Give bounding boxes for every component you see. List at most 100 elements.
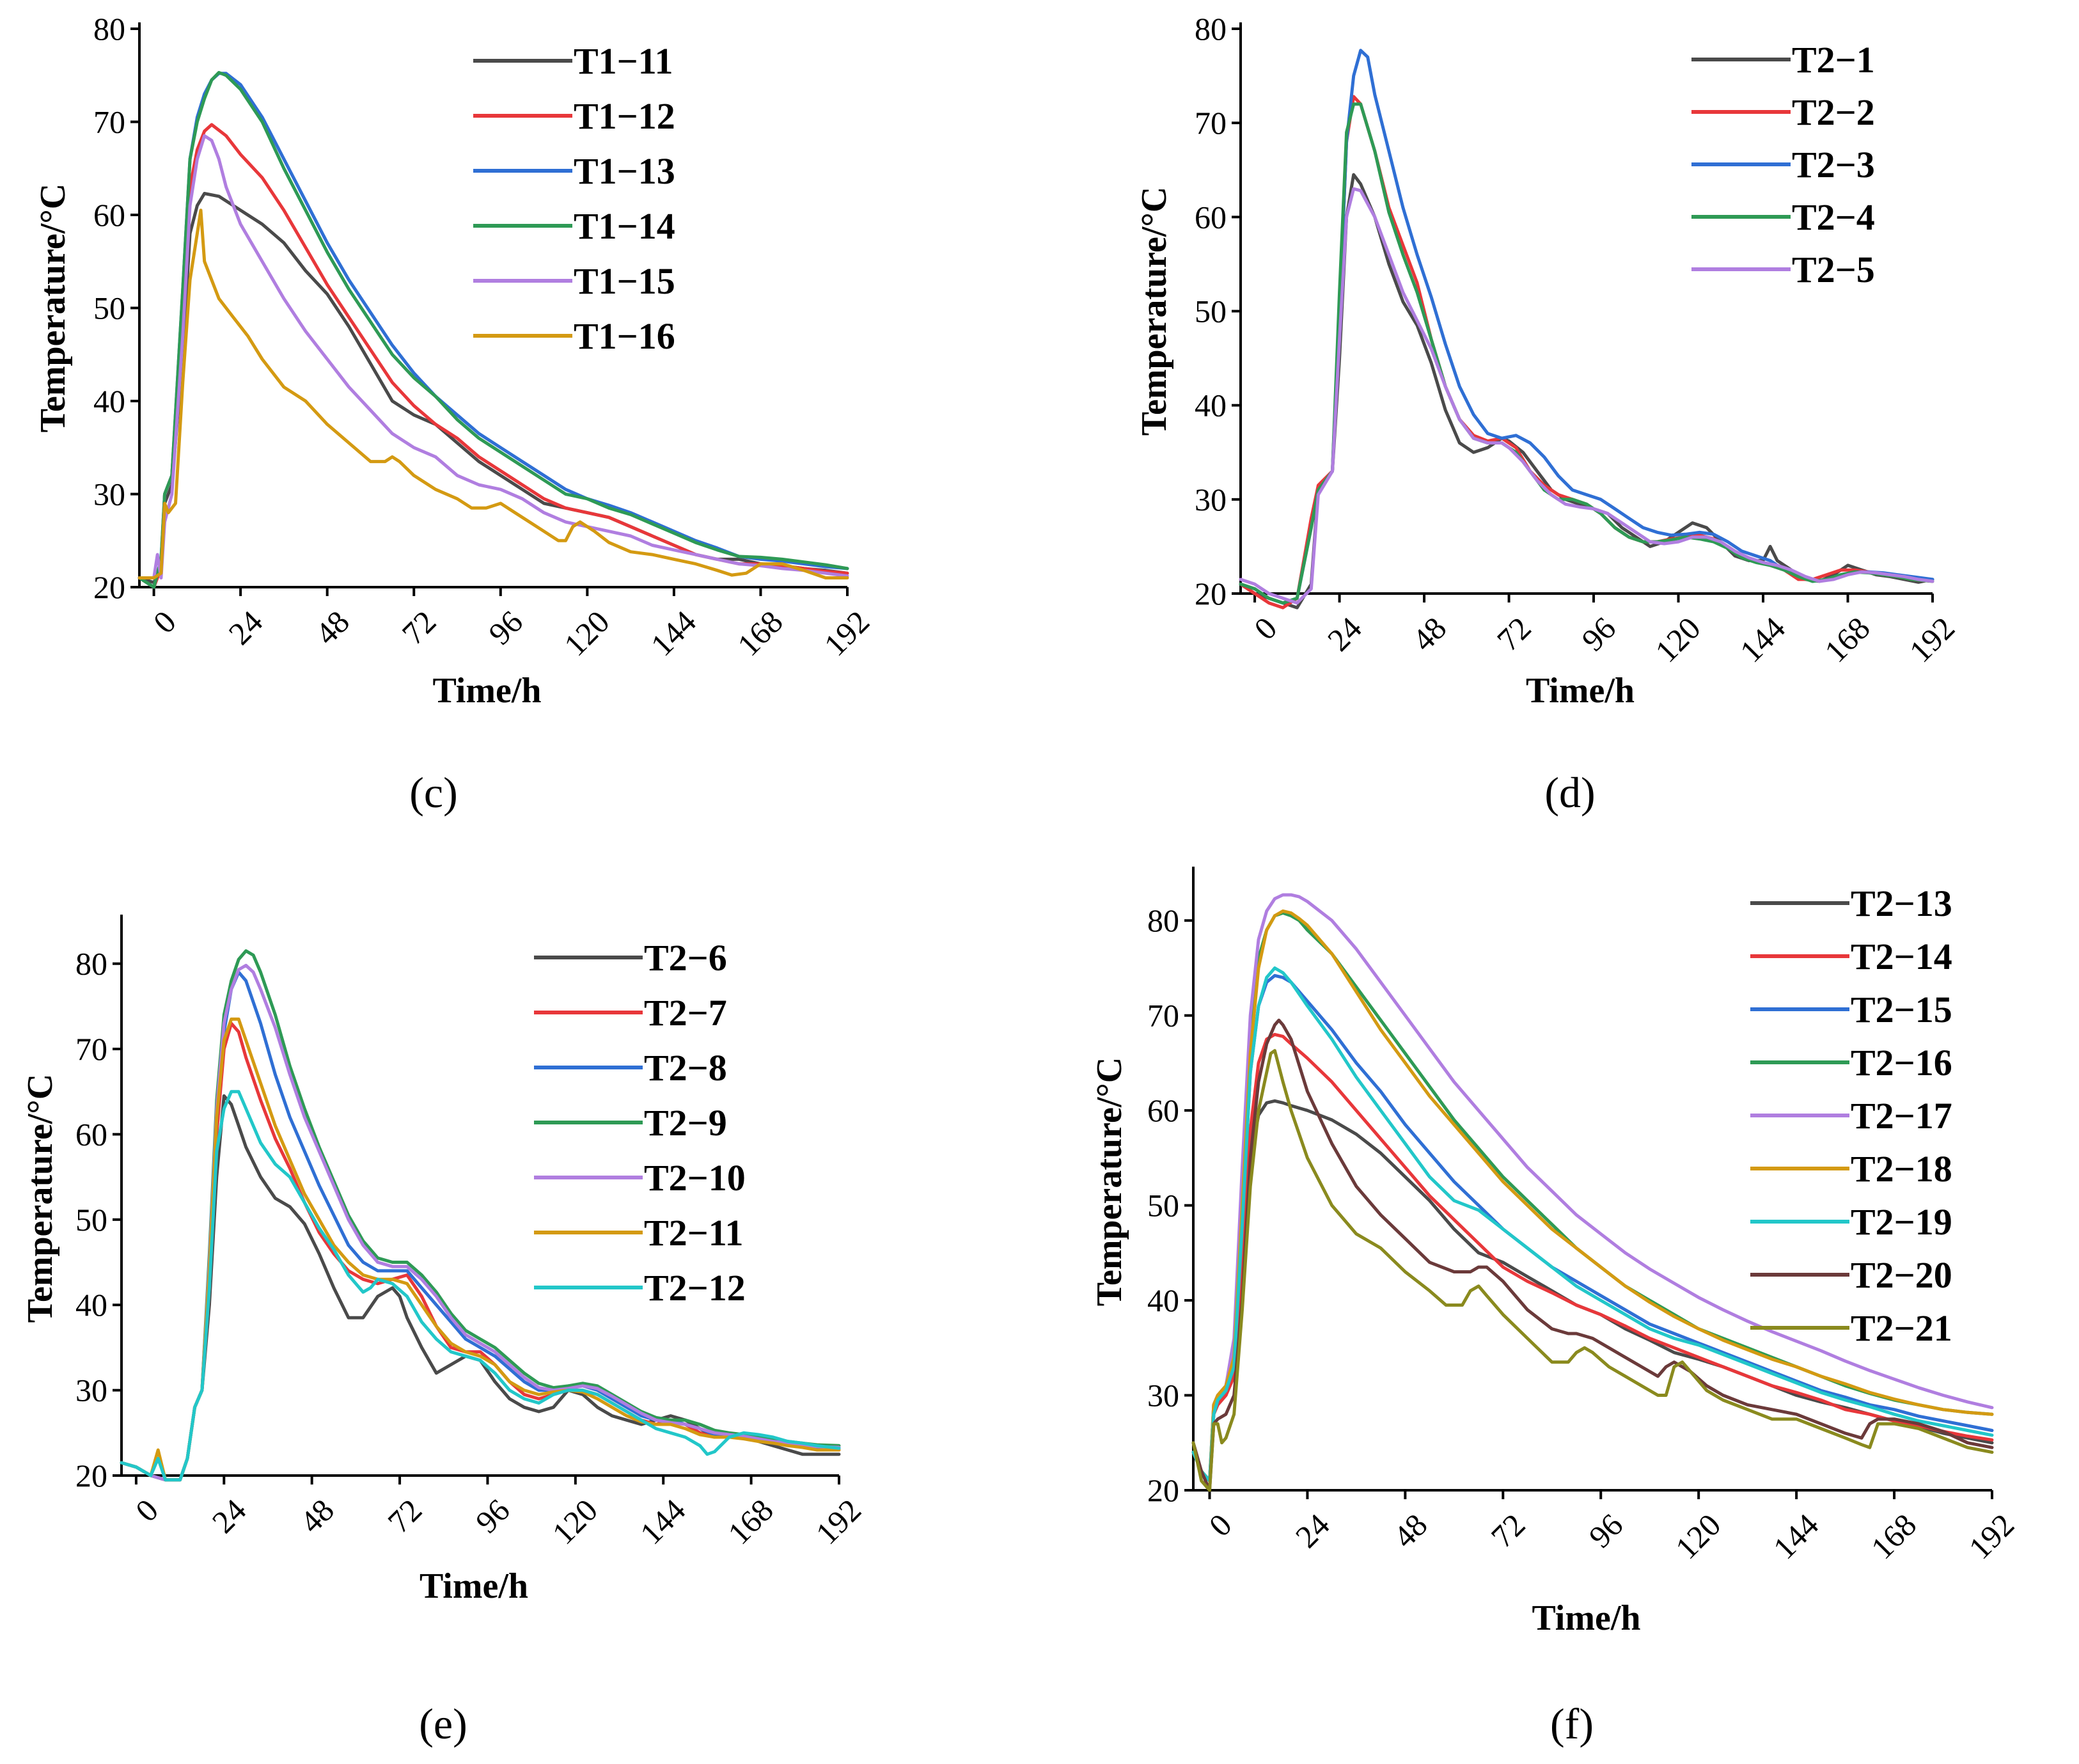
y-tick-label: 80 <box>75 946 107 982</box>
y-tick-label: 80 <box>1195 11 1227 47</box>
y-tick-label: 70 <box>1147 998 1179 1034</box>
y-tick-label: 40 <box>1147 1282 1179 1318</box>
y-tick-label: 30 <box>1195 482 1227 517</box>
series-line-0 <box>137 192 849 585</box>
x-tick-label: 120 <box>557 604 616 663</box>
x-tick-label: 24 <box>221 604 269 652</box>
x-tick-label: 96 <box>1574 610 1622 658</box>
series-line-4 <box>1191 893 1994 1483</box>
legend-label: T2−3 <box>1792 144 1875 185</box>
x-tick-label: 72 <box>1490 610 1538 658</box>
series-line-5 <box>137 209 849 579</box>
y-axis-title: Temperature/°C <box>1134 187 1174 436</box>
legend-label: T2−15 <box>1851 989 1952 1030</box>
series-line-1 <box>137 123 849 589</box>
legend-label: T2−16 <box>1851 1042 1952 1083</box>
chart-panel-d: 20 30 40 50 60 70 80 0 24 48 72 96 120 144 168 192 Time/… <box>1134 11 1961 817</box>
series-line-6 <box>120 1090 841 1482</box>
y-tick-label: 20 <box>93 569 125 605</box>
x-tick-label: 120 <box>545 1492 604 1552</box>
y-tick-label: 60 <box>75 1116 107 1152</box>
x-tick-label: 144 <box>633 1492 693 1552</box>
series-line-6 <box>1191 966 1994 1483</box>
y-tick-label: 30 <box>75 1373 107 1408</box>
x-tick-label: 96 <box>469 1492 517 1540</box>
y-axis-title: Temperature/°C <box>1090 1057 1129 1306</box>
x-tick-label: 24 <box>205 1492 253 1540</box>
series-line-3 <box>1239 102 1934 605</box>
legend-label: T1−11 <box>574 40 673 82</box>
y-tick-label: 20 <box>1195 576 1227 611</box>
y-tick-label: 70 <box>1195 105 1227 141</box>
x-tick-label: 192 <box>1902 610 1962 670</box>
legend-label: T2−20 <box>1851 1254 1952 1296</box>
legend-label: T2−14 <box>1851 936 1952 977</box>
x-axis-title: Time/h <box>420 1566 528 1606</box>
legend-label: T2−7 <box>644 992 727 1034</box>
x-tick-label: 168 <box>721 1492 780 1552</box>
series-line-4 <box>137 134 849 579</box>
legend-label: T2−5 <box>1792 249 1875 290</box>
legend-label: T2−9 <box>644 1102 727 1144</box>
x-tick-label: 48 <box>293 1492 341 1540</box>
series-line-1 <box>1191 1032 1994 1483</box>
x-tick-label: 192 <box>809 1492 868 1552</box>
legend-label: T2−18 <box>1851 1148 1952 1190</box>
x-tick-label: 144 <box>1766 1507 1826 1566</box>
series-line-2 <box>1239 49 1934 605</box>
y-tick-label: 60 <box>93 197 125 233</box>
legend-label: T1−15 <box>574 260 675 302</box>
legend-label: T2−4 <box>1792 196 1875 238</box>
legend-label: T2−17 <box>1851 1095 1952 1137</box>
y-tick-label: 30 <box>93 476 125 512</box>
x-tick-label: 72 <box>380 1492 428 1540</box>
y-tick-label: 60 <box>1147 1092 1179 1128</box>
series-line-4 <box>1239 187 1934 605</box>
x-tick-label: 120 <box>1668 1507 1728 1566</box>
legend-label: T2−6 <box>644 937 727 979</box>
panel-label: (f) <box>1550 1699 1594 1748</box>
y-tick-label: 80 <box>93 11 125 47</box>
chart-panel-f: 20 30 40 50 60 70 80 0 24 48 72 96 120 144 168 192 Time/… <box>1090 867 2021 1748</box>
x-tick-label: 0 <box>146 604 183 640</box>
y-tick-label: 60 <box>1195 199 1227 235</box>
y-tick-label: 70 <box>75 1031 107 1067</box>
series-line-8 <box>1191 1049 1994 1492</box>
x-tick-label: 0 <box>1247 610 1283 647</box>
x-tick-label: 24 <box>1289 1507 1337 1555</box>
legend-label: T2−11 <box>644 1212 744 1254</box>
legend-label: T2−8 <box>644 1047 727 1089</box>
x-axis-title: Time/h <box>1532 1598 1640 1638</box>
legend-label: T2−19 <box>1851 1201 1952 1243</box>
x-tick-label: 168 <box>1864 1507 1924 1566</box>
y-tick-label: 20 <box>75 1458 107 1493</box>
chart-panel-e: 20 30 40 50 60 70 80 0 24 48 72 96 120 144 168 192 Time/… <box>20 915 868 1748</box>
x-tick-label: 192 <box>817 604 877 663</box>
x-tick-label: 48 <box>1386 1507 1434 1555</box>
y-tick-label: 50 <box>1195 294 1227 329</box>
x-axis-title: Time/h <box>1526 671 1635 711</box>
x-tick-label: 168 <box>730 604 790 663</box>
legend-label: T2−1 <box>1792 39 1875 81</box>
x-tick-label: 72 <box>395 604 443 652</box>
x-tick-label: 48 <box>1405 610 1453 658</box>
x-tick-label: 168 <box>1817 610 1877 670</box>
x-tick-label: 192 <box>1962 1507 2021 1566</box>
legend-label: T1−13 <box>574 150 675 192</box>
x-tick-label: 144 <box>644 604 703 663</box>
x-tick-label: 24 <box>1321 610 1369 658</box>
legend-label: T2−2 <box>1792 91 1875 133</box>
y-tick-label: 50 <box>75 1202 107 1238</box>
y-tick-label: 20 <box>1147 1472 1179 1508</box>
legend-label: T1−12 <box>574 95 675 137</box>
legend-label: T2−10 <box>644 1157 746 1199</box>
y-axis-title: Temperature/°C <box>20 1074 60 1323</box>
legend-label: T1−14 <box>574 205 675 247</box>
legend-label: T2−12 <box>644 1267 746 1309</box>
y-tick-label: 40 <box>93 383 125 419</box>
y-tick-label: 50 <box>1147 1188 1179 1224</box>
series-line-3 <box>137 70 849 589</box>
x-tick-label: 96 <box>1582 1507 1630 1555</box>
panel-label: (e) <box>419 1699 467 1748</box>
x-tick-label: 72 <box>1484 1507 1532 1555</box>
